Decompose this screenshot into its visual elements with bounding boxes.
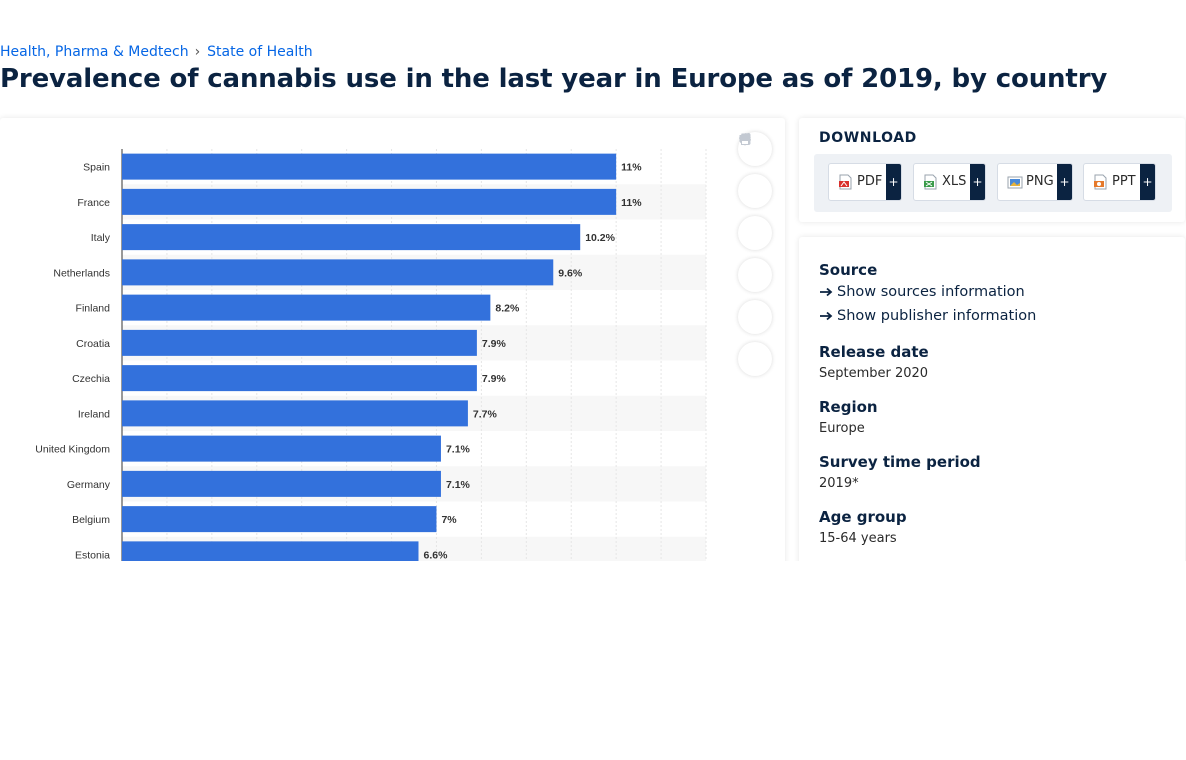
bar-united-kingdom[interactable] bbox=[122, 435, 441, 462]
bar-spain[interactable] bbox=[122, 153, 617, 180]
arrow-right-icon bbox=[819, 284, 837, 300]
download-xls-button[interactable]: XLS + bbox=[913, 163, 986, 201]
show-sources-link[interactable]: Show sources information bbox=[819, 284, 1025, 300]
png-plus-icon: + bbox=[1057, 164, 1072, 200]
cite-button[interactable] bbox=[738, 135, 772, 334]
survey-period-heading: Survey time period bbox=[819, 453, 981, 471]
download-title: DOWNLOAD bbox=[819, 130, 917, 146]
arrow-right-icon bbox=[819, 308, 837, 324]
page-title: Prevalence of cannabis use in the last y… bbox=[0, 64, 1108, 94]
show-publisher-label: Show publisher information bbox=[837, 308, 1037, 324]
bar-finland[interactable] bbox=[122, 294, 491, 321]
category-label: Finland bbox=[76, 303, 111, 315]
bar-netherlands[interactable] bbox=[122, 259, 554, 286]
category-label: Croatia bbox=[76, 338, 110, 350]
region-heading: Region bbox=[819, 398, 878, 416]
breadcrumb: Health, Pharma & Medtech › State of Heal… bbox=[0, 43, 313, 61]
page-blank-area bbox=[0, 561, 1186, 760]
category-label: Czechia bbox=[72, 373, 110, 385]
breadcrumb-link-health[interactable]: Health, Pharma & Medtech bbox=[0, 44, 189, 60]
category-label: Estonia bbox=[75, 549, 110, 561]
bar-belgium[interactable] bbox=[122, 506, 437, 533]
download-panel: DOWNLOAD PDF + XLS + bbox=[799, 118, 1185, 222]
xls-file-icon bbox=[924, 174, 937, 190]
value-label: 7.9% bbox=[482, 373, 507, 385]
value-label: 9.6% bbox=[558, 267, 583, 279]
value-label: 7% bbox=[441, 514, 457, 526]
region-value: Europe bbox=[819, 421, 865, 436]
category-label: Italy bbox=[91, 232, 111, 244]
category-label: France bbox=[77, 197, 110, 209]
bar-croatia[interactable] bbox=[122, 329, 477, 356]
category-label: United Kingdom bbox=[35, 444, 110, 456]
statistic-details-panel: Source Show sources information Show pub… bbox=[799, 237, 1185, 577]
pdf-label: PDF bbox=[857, 174, 883, 189]
show-publisher-link[interactable]: Show publisher information bbox=[819, 308, 1036, 324]
ppt-plus-icon: + bbox=[1140, 164, 1155, 200]
value-label: 7.9% bbox=[482, 338, 507, 350]
category-label: Netherlands bbox=[53, 267, 110, 279]
age-group-value: 15-64 years bbox=[819, 531, 897, 546]
bar-germany[interactable] bbox=[122, 470, 441, 497]
bar-ireland[interactable] bbox=[122, 400, 468, 427]
download-png-button[interactable]: PNG + bbox=[997, 163, 1073, 201]
release-date-heading: Release date bbox=[819, 343, 929, 361]
png-label: PNG bbox=[1026, 174, 1054, 189]
download-buttons: PDF + XLS + PNG + bbox=[814, 154, 1172, 212]
category-label: Belgium bbox=[72, 514, 110, 526]
ppt-file-icon bbox=[1094, 174, 1107, 190]
bar-czechia[interactable] bbox=[122, 365, 477, 392]
xls-label: XLS bbox=[942, 174, 967, 189]
breadcrumb-chevron-icon: › bbox=[194, 44, 201, 60]
value-label: 6.6% bbox=[423, 549, 448, 561]
value-label: 10.2% bbox=[585, 232, 615, 244]
survey-period-value: 2019* bbox=[819, 476, 859, 491]
bar-france[interactable] bbox=[122, 188, 617, 215]
download-pdf-button[interactable]: PDF + bbox=[828, 163, 902, 201]
ppt-label: PPT bbox=[1112, 174, 1136, 189]
category-label: Spain bbox=[83, 162, 110, 174]
value-label: 7.1% bbox=[446, 444, 471, 456]
print-icon bbox=[739, 133, 751, 145]
value-label: 8.2% bbox=[495, 303, 520, 315]
settings-button[interactable] bbox=[738, 133, 772, 250]
value-label: 11% bbox=[621, 162, 642, 174]
pdf-plus-icon: + bbox=[886, 164, 901, 200]
value-label: 11% bbox=[621, 197, 642, 209]
source-heading: Source bbox=[819, 261, 878, 279]
release-date-value: September 2020 bbox=[819, 366, 929, 381]
share-button[interactable] bbox=[738, 133, 772, 292]
pdf-file-icon bbox=[839, 174, 852, 190]
download-ppt-button[interactable]: PPT + bbox=[1083, 163, 1156, 201]
bar-chart: Spain 11% France 11% Italy 10.2% Netherlands 9.… bbox=[35, 149, 707, 578]
show-sources-label: Show sources information bbox=[837, 284, 1025, 300]
chart-toolbar bbox=[738, 132, 772, 384]
bar-italy[interactable] bbox=[122, 224, 581, 251]
category-label: Germany bbox=[67, 479, 111, 491]
value-label: 7.7% bbox=[473, 408, 498, 420]
value-label: 7.1% bbox=[446, 479, 471, 491]
notification-button[interactable] bbox=[738, 133, 772, 208]
print-button[interactable] bbox=[738, 133, 772, 376]
category-label: Ireland bbox=[78, 408, 110, 420]
png-file-icon bbox=[1007, 176, 1023, 189]
age-group-heading: Age group bbox=[819, 508, 907, 526]
xls-plus-icon: + bbox=[970, 164, 985, 200]
breadcrumb-link-state-of-health[interactable]: State of Health bbox=[207, 44, 313, 60]
chart-card: Spain 11% France 11% Italy 10.2% Netherlands 9.… bbox=[0, 118, 785, 578]
